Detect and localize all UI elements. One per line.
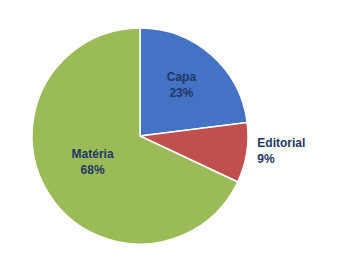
chart-container: Capa 23% Editorial 9% Matéria 68% (0, 0, 352, 272)
value-label: 68% (81, 163, 105, 177)
slice-label: Matéria 68% (72, 147, 114, 177)
labels: Capa 23% Editorial 9% Matéria 68% (72, 70, 306, 177)
pie-slice (32, 28, 238, 244)
category-label: Editorial (257, 136, 305, 150)
value-label: 23% (169, 86, 193, 100)
pie-chart: Capa 23% Editorial 9% Matéria 68% (0, 0, 352, 272)
pie-slice (140, 28, 247, 136)
category-label: Matéria (72, 147, 114, 161)
slice-label: Capa 23% (167, 70, 197, 100)
slice-label: Editorial 9% (257, 136, 305, 166)
category-label: Capa (167, 70, 197, 84)
slices (32, 28, 248, 244)
value-label: 9% (257, 152, 275, 166)
